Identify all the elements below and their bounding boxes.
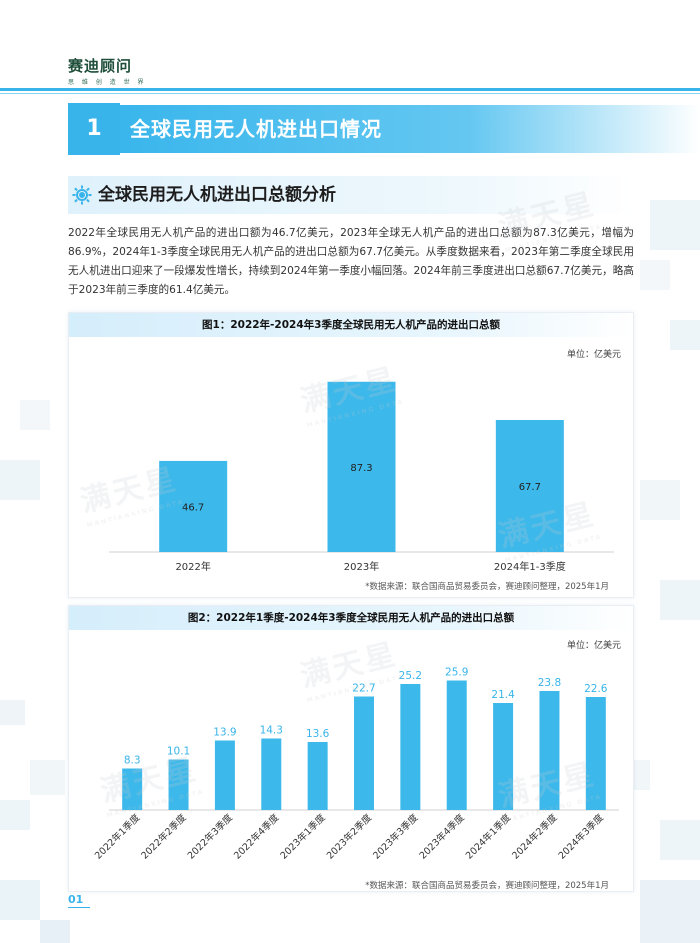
chart1-data-label: 46.7 [182,502,204,513]
chart2-x-tick-label: 2022年4季度 [231,811,281,861]
chart2-bar [539,691,560,810]
chart2-data-label: 10.1 [167,746,190,758]
subsection-title: 全球民用无人机进出口总额分析 [98,185,336,205]
chart1-title: 图1：2022年-2024年3季度全球民用无人机产品的进出口总额 [202,319,500,331]
chart2-bar [493,703,514,810]
chart2-bar [261,738,282,810]
chart2-x-tick-label: 2023年4季度 [417,811,467,861]
chart2-card: 图2：2022年1季度-2024年3季度全球民用无人机产品的进出口总额 单位：亿… [68,605,634,892]
chart2-bar [307,742,328,810]
section-number: 1 [86,116,102,141]
chart1-bar [495,419,564,552]
chart1-plot: 46.7 2022年 87.3 2023年 67.7 2024年1-3季度 [109,381,614,573]
chart2-bar [354,696,374,810]
chart1-card: 图1：2022年-2024年3季度全球民用无人机产品的进出口总额 单位：亿美元 … [68,312,634,598]
chart2-data-label: 22.6 [584,683,608,695]
chart2-bar [585,697,606,810]
chart2-x-tick-label: 2022年3季度 [185,811,235,861]
chart1-x-tick-label: 2024年1-3季度 [494,560,566,573]
chart1-header: 图1：2022年-2024年3季度全球民用无人机产品的进出口总额 [69,313,633,337]
chart1-unit: 单位：亿美元 [566,350,621,360]
chart2-bar [122,768,143,810]
chart1-x-tick-label: 2022年 [175,560,210,573]
brand-logo: 赛迪顾问 思 维 创 造 世 界 [68,55,147,86]
chart2-bar [446,680,467,810]
chart2-data-label: 22.7 [352,683,375,695]
chart2-source: *数据来源：联合国商品贸易委员会，赛迪顾问整理，2025年1月 [365,881,609,891]
chart2-x-tick-label: 2024年3季度 [556,811,606,861]
chart2-x-tick-label: 2023年2季度 [324,811,374,861]
chart2-title: 图2：2022年1季度-2024年3季度全球民用无人机产品的进出口总额 [187,612,515,624]
chart2-plot: 8.3 2022年1季度 10.1 2022年2季度 13.9 2022年3季度 14.3 2… [92,667,619,862]
chart2-x-tick-label: 2024年1季度 [463,811,513,861]
chart2-data-label: 23.8 [538,677,561,689]
brand-name: 赛迪顾问 [68,57,133,75]
chart2-x-tick-label: 2023年3季度 [370,811,420,861]
chart1-bar [159,460,228,552]
gear-icon [72,185,92,205]
subsection-heading: 全球民用无人机进出口总额分析 [68,176,632,214]
chart2-x-tick-label: 2024年2季度 [510,811,560,861]
chart2-x-tick-label: 2022年2季度 [139,811,189,861]
section-title: 全球民用无人机进出口情况 [130,117,382,141]
chart2-data-label: 13.6 [306,728,330,740]
body-paragraph: 2022年全球民用无人机产品的进出口额为46.7亿美元，2023年全球无人机产品… [68,227,634,296]
chart2-x-tick-label: 2023年1季度 [278,811,328,861]
chart2-data-label: 13.9 [213,727,236,739]
section-banner: 1 全球民用无人机进出口情况 [68,103,700,155]
chart2-header: 图2：2022年1季度-2024年3季度全球民用无人机产品的进出口总额 [69,606,633,630]
header-rule-thin [0,93,700,94]
section-title-bar [120,105,700,153]
chart2-data-label: 8.3 [124,755,141,767]
chart1-data-label: 67.7 [519,482,541,493]
chart1-data-label: 87.3 [350,463,372,474]
chart2-bar [400,684,421,810]
chart2-data-label: 14.3 [260,725,283,737]
page-number-rule [68,907,90,908]
chart2-unit: 单位：亿美元 [566,641,621,651]
section-number-box [68,103,120,155]
chart2-bar [214,740,235,810]
chart1-source: *数据来源：联合国商品贸易委员会，赛迪顾问整理，2025年1月 [365,582,609,592]
chart2-data-label: 25.2 [399,670,422,682]
chart2-bar [168,759,189,810]
chart1-x-tick-label: 2023年 [344,560,379,573]
chart2-x-tick-label: 2022年1季度 [92,811,142,861]
chart2-data-label: 25.9 [445,667,468,679]
chart1-bar [327,381,396,552]
brand-slogan: 思 维 创 造 世 界 [68,79,147,86]
header-rule [0,88,700,91]
chart2-data-label: 21.4 [491,689,515,701]
page-number: 01 [68,893,84,906]
